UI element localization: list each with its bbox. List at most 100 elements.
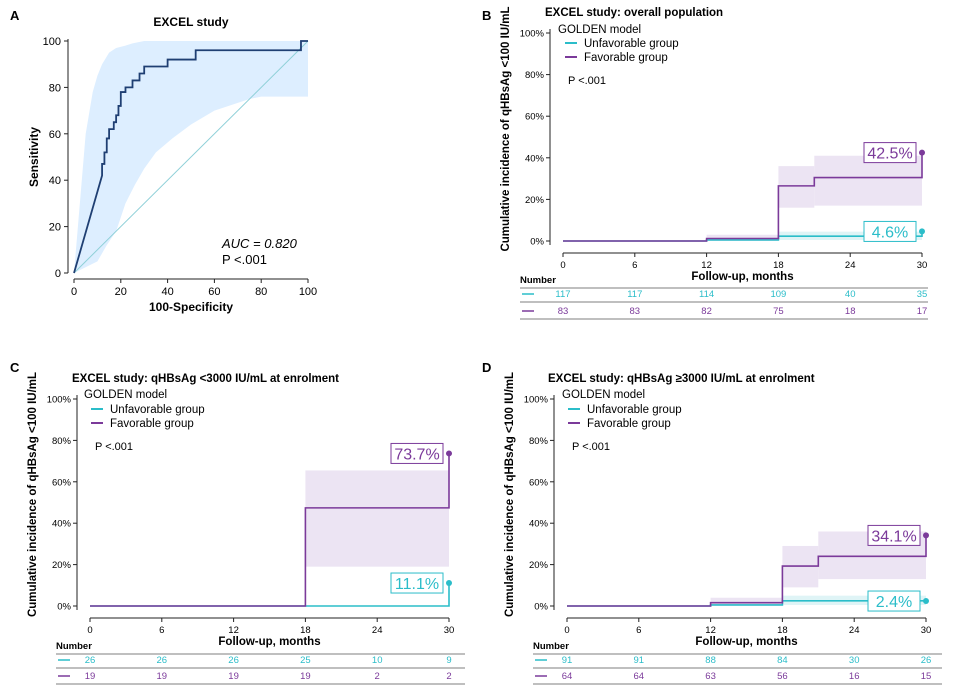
x-tick-label: 24 [849,625,860,636]
panel-b: EXCEL study: overall population GOLDEN mo… [500,6,928,320]
km-endpoint-teal [923,598,929,605]
risk-value: 10 [372,655,383,666]
km-endpoint-teal [446,580,452,587]
km-endpoint-purple [923,532,929,539]
risk-value: 15 [921,671,932,682]
panel-letter-a: A [10,8,20,23]
panel-letter-d: D [482,360,491,375]
y-tick-label: 60% [529,477,549,488]
x-tick-label: 6 [632,260,637,271]
model-label: GOLDEN model [562,389,645,401]
x-tick-label: 12 [705,625,716,636]
y-axis-label: Sensitivity [27,127,41,187]
end-label-box-purple [867,524,921,546]
risk-value: 56 [777,671,788,682]
auc-annotation: AUC = 0.820 [221,236,298,251]
km-curve-purple [90,453,450,607]
risk-value: 26 [157,655,168,666]
panel-d: EXCEL study: qHBsAg ≥3000 IU/mL at enrol… [504,372,942,685]
risk-value: 91 [562,655,573,666]
risk-value: 82 [701,306,712,317]
chart-title: EXCEL study: qHBsAg <3000 IU/mL at enrol… [72,373,339,385]
end-label-box-teal [867,590,921,612]
risk-value: 17 [917,306,928,317]
y-tick-label: 100 [43,36,61,48]
risk-value: 75 [773,306,784,317]
risk-value: 26 [921,655,932,666]
legend-label: Favorable group [584,52,668,64]
roc-reference-line [73,40,309,274]
ci-band-purple [778,166,815,208]
x-tick-label: 30 [921,625,932,636]
p-value: P <.001 [568,75,606,87]
y-tick-label: 80% [525,70,545,81]
legend-label: Unfavorable group [110,404,205,416]
y-tick-label: 40% [525,153,545,164]
x-tick-label: 12 [701,260,712,271]
end-label-purple: 34.1% [871,528,916,545]
risk-value: 83 [630,306,641,317]
km-endpoint-purple [919,149,925,156]
x-tick-label: 12 [228,625,239,636]
x-axis-label: Follow-up, months [695,636,797,648]
x-tick-label: 24 [845,260,856,271]
end-label-purple: 73.7% [394,446,439,463]
end-label-teal: 4.6% [872,224,908,241]
legend-label: Favorable group [110,418,194,430]
y-tick-label: 20% [52,560,72,571]
y-axis-label: Cumulative incidence of qHBsAg <100 IU/m… [500,6,512,251]
risk-value: 26 [85,655,96,666]
risk-value: 9 [446,655,451,666]
model-label: GOLDEN model [84,389,167,401]
legend-label: Unfavorable group [587,404,682,416]
risk-value: 19 [228,671,239,682]
risk-value: 64 [562,671,573,682]
chart-title: EXCEL study [153,15,228,29]
y-tick-label: 60 [49,129,61,141]
p-value: P <.001 [95,441,133,453]
risk-value: 16 [849,671,860,682]
risk-value: 91 [634,655,645,666]
x-tick-label: 20 [115,286,127,298]
ci-band-purple [710,597,783,606]
x-tick-label: 18 [300,625,311,636]
y-tick-label: 80 [49,82,61,94]
x-tick-label: 30 [444,625,455,636]
end-label-box-teal [863,220,917,242]
x-tick-label: 0 [560,260,565,271]
x-tick-label: 18 [777,625,788,636]
risk-value: 18 [845,306,856,317]
x-tick-label: 0 [87,625,92,636]
roc-curve [73,40,308,274]
risk-value: 84 [777,655,788,666]
km-curve-purple [563,152,923,242]
x-tick-label: 6 [159,625,164,636]
y-tick-label: 80% [52,436,72,447]
panel-a: 0 20 40 60 80 100 0 20 40 60 80 100 EXCEL study 100-S… [27,15,317,314]
x-axis-label: 100-Specificity [149,300,233,314]
panel-letter-b: B [482,8,491,23]
risk-table-title: Number [533,641,569,652]
risk-value: 63 [705,671,716,682]
p-value: P <.001 [572,441,610,453]
legend-label: Favorable group [587,418,671,430]
risk-value: 114 [699,289,714,300]
end-label-box-purple [863,142,917,164]
risk-value: 25 [300,655,311,666]
risk-value: 109 [770,289,786,300]
risk-value: 83 [558,306,569,317]
y-axis-label: Cumulative incidence of qHBsAg <100 IU/m… [504,372,516,617]
x-axis-label: Follow-up, months [218,636,320,648]
risk-value: 64 [634,671,645,682]
risk-value: 117 [555,289,570,300]
y-axis-label: Cumulative incidence of qHBsAg <100 IU/m… [27,372,39,617]
chart-title: EXCEL study: overall population [545,7,723,19]
ci-band-purple [305,470,449,567]
risk-value: 35 [917,289,928,300]
y-tick-label: 20% [525,195,545,206]
x-tick-label: 30 [917,260,928,271]
risk-value: 88 [705,655,716,666]
p-value: P <.001 [222,252,267,267]
risk-value: 2 [375,671,380,682]
x-tick-label: 0 [564,625,569,636]
